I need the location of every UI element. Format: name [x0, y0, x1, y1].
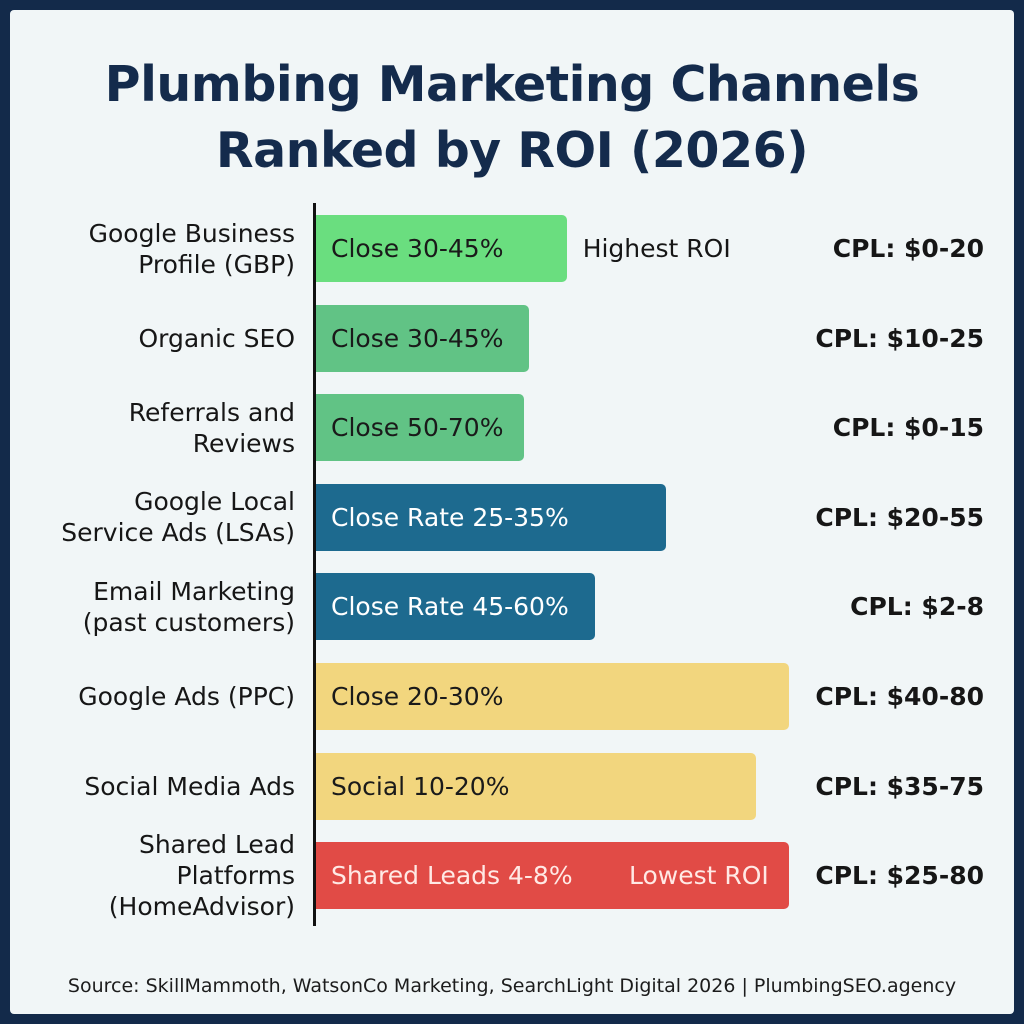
bar — [316, 394, 525, 462]
source-note: Source: SkillMammoth, WatsonCo Marketing… — [67, 975, 957, 997]
category-label: Organic SEO — [138, 323, 295, 353]
bar — [316, 573, 596, 641]
bar-label: Close 50-70% — [331, 413, 504, 443]
category-label: Shared Lead Platforms (HomeAdvisor) — [108, 830, 295, 922]
bar — [316, 752, 756, 820]
cpl-label: CPL: $10-25 — [815, 323, 984, 353]
bar-label: Close 30-45% — [331, 323, 504, 353]
title-line-1: Plumbing Marketing Channels — [104, 56, 920, 113]
bar — [316, 842, 789, 910]
category-label: Google Business Profile (GBP) — [88, 218, 295, 279]
category-label: Google Ads (PPC) — [78, 682, 295, 711]
bar-label: Shared Leads 4-8% — [331, 861, 573, 891]
cpl-label: CPL: $0-20 — [832, 234, 984, 263]
category-label: Email Marketing (past customers) — [82, 576, 295, 637]
category-label: Referrals and Reviews — [128, 397, 295, 458]
title-line-2: Ranked by ROI (2026) — [215, 122, 809, 179]
bar — [316, 215, 567, 282]
cpl-label: CPL: $0-15 — [832, 413, 984, 443]
cpl-label: CPL: $35-75 — [815, 771, 984, 801]
bar — [316, 483, 667, 551]
cpl-label: CPL: $20-55 — [815, 502, 984, 532]
cpl-label: CPL: $2-8 — [850, 592, 984, 622]
bar-label: Close Rate 25-35% — [331, 502, 569, 532]
roi-annotation: Lowest ROI — [629, 861, 769, 891]
bar-label: Close 20-30% — [331, 682, 504, 711]
bar — [316, 304, 529, 372]
roi-annotation: Highest ROI — [582, 234, 731, 263]
bar-label: Close Rate 45-60% — [331, 592, 569, 622]
bar — [316, 663, 789, 730]
category-label: Social Media Ads — [84, 771, 295, 801]
category-label: Google Local Service Ads (LSAs) — [61, 487, 295, 548]
cpl-label: CPL: $25-80 — [815, 861, 984, 891]
bar-label: Close 30-45% — [331, 234, 504, 263]
y-axis-line — [313, 203, 316, 926]
bar-label: Social 10-20% — [331, 771, 510, 801]
chart-title: Plumbing Marketing Channels Ranked by RO… — [0, 52, 1024, 184]
cpl-label: CPL: $40-80 — [815, 682, 984, 711]
